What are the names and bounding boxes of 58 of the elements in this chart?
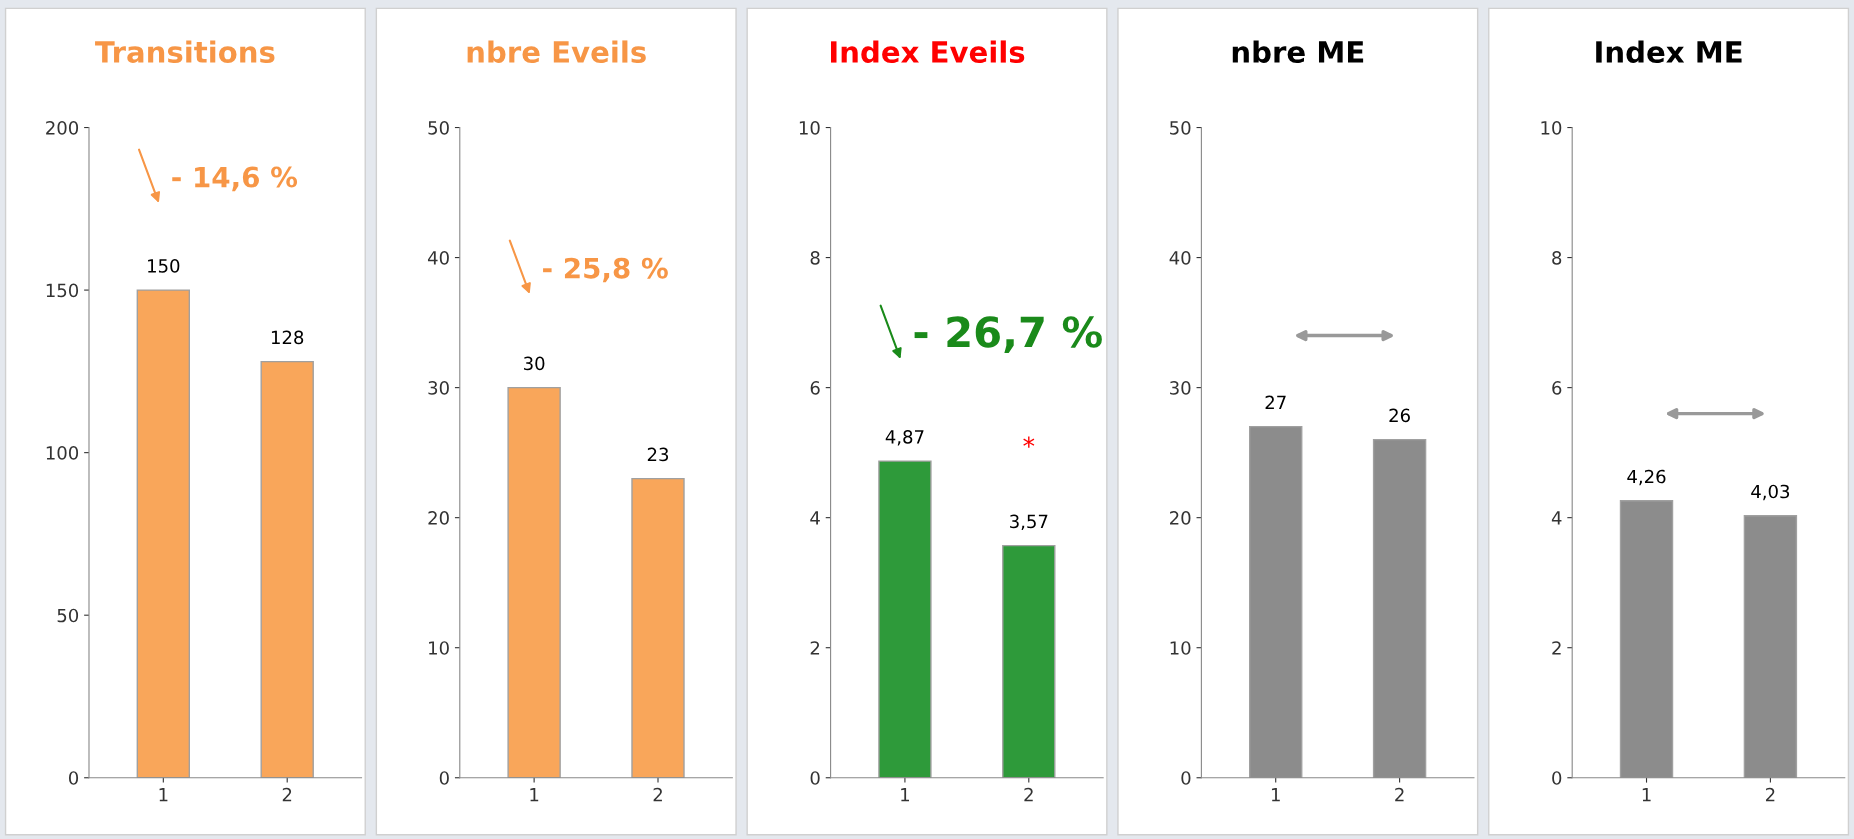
x-tick-label: 2 (282, 787, 292, 802)
chart-title: Index ME (1596, 40, 1742, 63)
annotation: - 14,6 % (172, 166, 298, 192)
y-tick-label: 4 (810, 511, 820, 525)
x-tick-label: 2 (1765, 787, 1775, 802)
y-tick-label: 8 (810, 251, 820, 265)
data-label: 4,87 (885, 430, 924, 446)
y-tick-label: 200 (46, 120, 79, 135)
y-tick-label: 20 (428, 511, 449, 525)
y-tick-label: 2 (810, 641, 820, 655)
data-label: 150 (148, 259, 180, 273)
x-tick-label: 1 (1271, 788, 1280, 802)
data-label: 3,57 (1010, 514, 1048, 531)
y-tick-label: 0 (1181, 771, 1191, 785)
x-tick-label: 1 (530, 788, 539, 802)
annotation: - 25,8 % (543, 257, 668, 283)
y-tick-label: 20 (1170, 511, 1191, 525)
x-tick-label: 2 (653, 787, 662, 802)
annotation: * (1023, 436, 1035, 448)
x-tick-label: 2 (1395, 787, 1404, 802)
chart-title: Transitions (95, 40, 275, 63)
y-tick-label: 8 (1552, 251, 1562, 265)
x-tick-label: 1 (1642, 788, 1651, 802)
y-tick-label: 50 (57, 608, 79, 623)
chart-title: nbre Eveils (467, 40, 646, 63)
y-tick-label: 0 (68, 771, 79, 785)
data-label: 128 (271, 330, 304, 345)
data-label: 4,26 (1627, 469, 1666, 486)
y-tick-label: 30 (428, 381, 449, 395)
y-tick-label: 6 (810, 381, 820, 395)
y-tick-label: 50 (1170, 120, 1191, 135)
y-tick-label: 0 (810, 771, 820, 785)
y-tick-label: 100 (46, 446, 79, 460)
y-tick-label: 0 (439, 771, 449, 785)
annotation: - 26,7 % (914, 316, 1102, 354)
y-tick-label: 10 (1170, 641, 1191, 655)
y-tick-label: 6 (1552, 381, 1562, 395)
x-tick-label: 1 (159, 788, 168, 802)
y-tick-label: 10 (1541, 120, 1562, 135)
y-tick-label: 4 (1551, 511, 1562, 525)
y-tick-label: 0 (1552, 771, 1562, 785)
x-tick-label: 1 (901, 788, 909, 802)
data-label: 23 (647, 447, 669, 462)
y-tick-label: 40 (427, 251, 449, 265)
data-label: 27 (1265, 395, 1286, 409)
data-label: 4,03 (1751, 484, 1790, 501)
y-tick-label: 10 (799, 120, 820, 135)
y-tick-label: 30 (1170, 381, 1191, 395)
y-tick-label: 10 (429, 641, 449, 655)
chart-title: Index Eveils (831, 40, 1025, 63)
y-tick-label: 50 (428, 120, 449, 135)
y-tick-label: 40 (1169, 251, 1191, 265)
data-label: 26 (1389, 408, 1410, 423)
chart-title: nbre ME (1232, 40, 1364, 63)
y-tick-label: 2 (1552, 641, 1561, 655)
y-tick-label: 150 (46, 283, 79, 298)
x-tick-label: 2 (1024, 787, 1033, 802)
data-label: 30 (524, 356, 545, 371)
